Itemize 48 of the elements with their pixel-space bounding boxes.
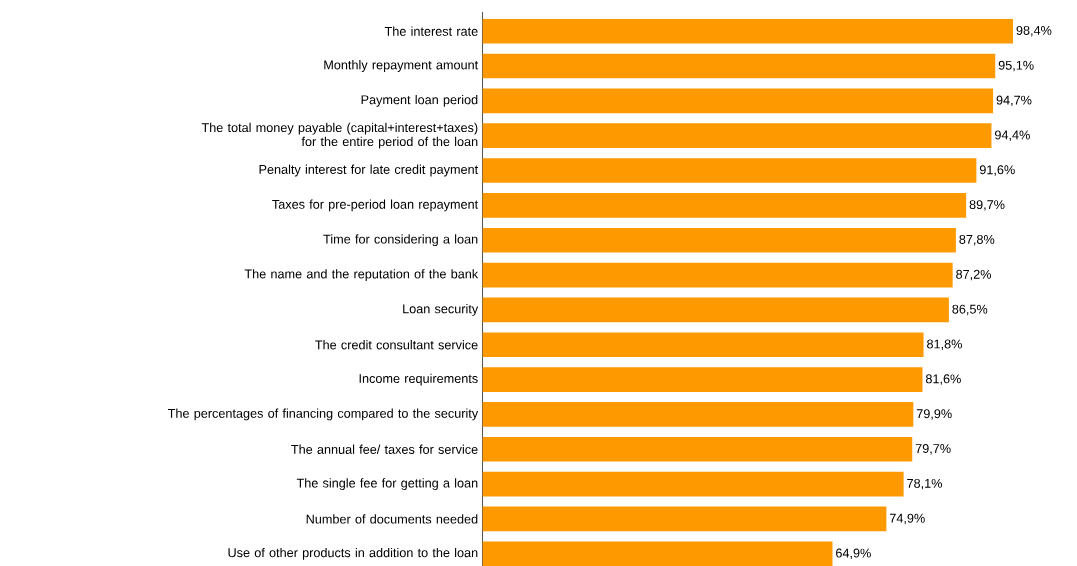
data-label: 64,9% (836, 548, 871, 560)
bar (482, 541, 833, 566)
bar (482, 297, 949, 323)
bar (482, 158, 977, 183)
bar (482, 18, 1014, 44)
data-label: 79,9% (916, 409, 952, 420)
bar (482, 227, 956, 253)
bar (482, 367, 923, 392)
y-tick-label: The total money payable (capital+interest+taxes) for the entire period of the loan (201, 122, 478, 149)
y-tick-label: Loan security (403, 303, 479, 316)
bar (482, 436, 913, 462)
bar (482, 53, 996, 79)
data-label: 81,6% (925, 374, 961, 385)
data-label: 81,8% (927, 339, 962, 350)
y-tick-label: Income requirements (359, 373, 478, 386)
data-label: 94,7% (996, 95, 1032, 107)
data-label: 86,5% (952, 304, 988, 316)
y-tick-label: The annual fee/ taxes for service (291, 444, 478, 454)
data-label: 74,9% (889, 513, 925, 525)
data-label: 91,6% (979, 165, 1015, 176)
y-tick-label: The interest rate (384, 26, 478, 36)
bar (482, 88, 994, 114)
y-tick-label: Time for considering a loan (323, 234, 478, 247)
bar (482, 471, 904, 497)
y-tick-label: Use of other products in addition to the loan (228, 547, 478, 560)
bar (482, 506, 887, 532)
y-tick-label: Payment loan period (361, 94, 478, 107)
data-label: 94,4% (994, 130, 1030, 141)
y-tick-label: Penalty interest for late credit payment (259, 164, 479, 177)
data-label: 98,4% (1016, 25, 1052, 37)
y-tick-label: The name and the reputation of the bank (244, 269, 479, 281)
y-tick-label: Taxes for pre-period loan repayment (272, 199, 479, 212)
bar (482, 262, 953, 288)
data-label: 87,8% (959, 234, 995, 246)
data-label: 79,7% (915, 444, 951, 455)
data-label: 87,2% (956, 269, 992, 281)
bar (482, 402, 914, 427)
bar (482, 332, 924, 358)
y-tick-label: Monthly repayment amount (324, 60, 479, 72)
y-tick-label: Number of documents needed (306, 514, 478, 524)
data-label: 78,1% (907, 478, 942, 490)
data-label: 95,1% (998, 60, 1034, 72)
data-label: 89,7% (969, 200, 1005, 211)
y-tick-label: The single fee for getting a loan (296, 478, 478, 491)
y-tick-label: The credit consultant service (315, 340, 478, 350)
bar (482, 193, 967, 218)
bar (482, 123, 992, 149)
y-tick-label: The percentages of financing compared to the security (167, 408, 479, 421)
